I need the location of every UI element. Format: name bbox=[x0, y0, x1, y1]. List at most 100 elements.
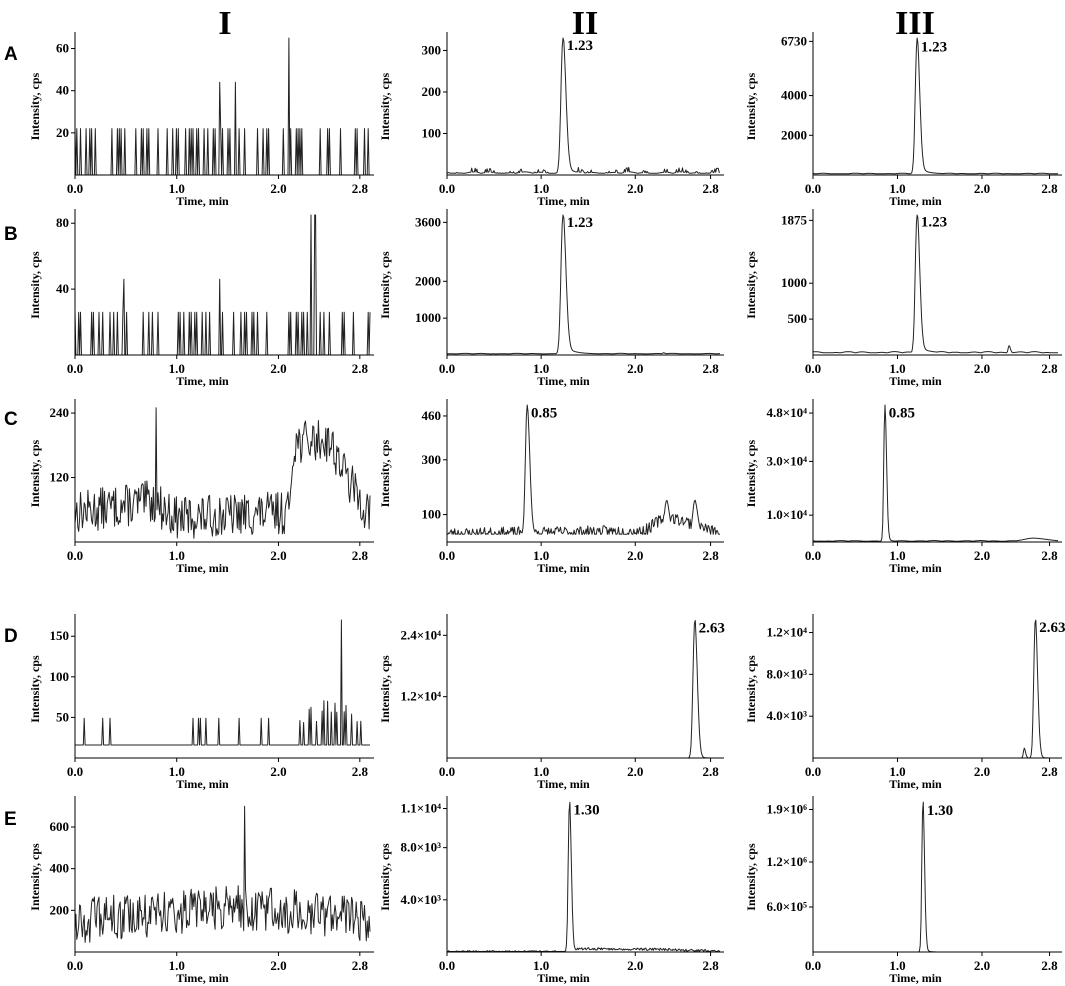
x-axis-label: Time, min bbox=[176, 194, 229, 208]
y-tick-label: 40 bbox=[56, 83, 69, 98]
x-tick-label: 2.0 bbox=[974, 764, 990, 779]
x-tick-label: 0.0 bbox=[67, 958, 83, 973]
x-tick-label: 2.8 bbox=[352, 958, 369, 973]
y-tick-label: 400 bbox=[50, 861, 70, 876]
y-tick-label: 1.2×10⁶ bbox=[766, 854, 807, 869]
x-tick-label: 0.0 bbox=[805, 958, 821, 973]
x-tick-label: 0.0 bbox=[805, 361, 821, 376]
chart-A-III: 0.0 1.0 2.0 2.8 2000 4000 6730 Time, min Intensi… bbox=[744, 32, 1062, 208]
y-tick-label: 1.1×10⁴ bbox=[400, 801, 441, 816]
y-tick-label: 100 bbox=[50, 669, 70, 684]
chart-A-II: 0.0 1.0 2.0 2.8 100 200 300 Time, min Intensity,… bbox=[378, 32, 724, 208]
y-axis-label: Intensity, cps bbox=[744, 655, 758, 723]
x-tick-label: 0.0 bbox=[805, 181, 821, 196]
chart-D-I: 0.0 1.0 2.0 2.8 50 100 150 Time, min Intensity, … bbox=[28, 614, 374, 791]
x-tick-label: 1.0 bbox=[533, 764, 549, 779]
chart-E-II: 0.0 1.0 2.0 2.8 4.0×10³ 8.0×10³ 1.1×10⁴ Time, m… bbox=[378, 796, 724, 985]
x-axis-label: Time, min bbox=[176, 561, 229, 575]
x-tick-label: 1.0 bbox=[889, 548, 905, 563]
column-header-I: I bbox=[218, 5, 231, 42]
x-axis-label: Time, min bbox=[889, 777, 942, 791]
peak-label: 1.30 bbox=[927, 803, 953, 819]
x-tick-label: 2.8 bbox=[352, 181, 369, 196]
y-tick-label: 240 bbox=[50, 405, 70, 420]
y-axis-label: Intensity, cps bbox=[28, 440, 42, 508]
y-tick-label: 80 bbox=[56, 215, 69, 230]
trace-D-II bbox=[447, 620, 720, 759]
y-tick-label: 1000 bbox=[415, 310, 441, 325]
y-tick-label: 100 bbox=[422, 125, 442, 140]
y-tick-label: 1.9×10⁶ bbox=[766, 802, 807, 817]
x-tick-label: 2.0 bbox=[974, 548, 990, 563]
x-tick-label: 0.0 bbox=[67, 764, 83, 779]
y-tick-label: 4.0×10³ bbox=[766, 708, 807, 723]
peak-label: 2.63 bbox=[1039, 620, 1065, 636]
peak-label: 0.85 bbox=[531, 406, 557, 422]
x-tick-label: 1.0 bbox=[169, 181, 185, 196]
y-tick-label: 2000 bbox=[415, 273, 441, 288]
chart-D-II: 0.0 1.0 2.0 2.8 1.2×10⁴ 2.4×10⁴ Time, min Inten… bbox=[378, 614, 725, 791]
peak-label: 1.23 bbox=[567, 38, 593, 54]
x-axis-label: Time, min bbox=[537, 561, 590, 575]
y-tick-label: 50 bbox=[56, 709, 69, 724]
x-tick-label: 1.0 bbox=[533, 181, 549, 196]
x-tick-label: 2.0 bbox=[627, 764, 643, 779]
trace-A-II bbox=[446, 37, 721, 174]
x-axis-label: Time, min bbox=[537, 194, 590, 208]
y-tick-label: 4000 bbox=[781, 88, 807, 103]
y-tick-label: 6.0×10⁵ bbox=[766, 899, 807, 914]
chart-E-I: 0.0 1.0 2.0 2.8 200 400 600 Time, min Intensity,… bbox=[28, 796, 374, 985]
y-axis-label: Intensity, cps bbox=[28, 655, 42, 723]
y-tick-label: 3.0×10⁴ bbox=[766, 453, 807, 468]
y-tick-label: 1000 bbox=[781, 275, 807, 290]
y-axis-label: Intensity, cps bbox=[28, 843, 42, 911]
chart-A-I: 0.0 1.0 2.0 2.8 20 40 60 Time, min Intensity, cp… bbox=[28, 32, 374, 208]
y-axis-label: Intensity, cps bbox=[378, 843, 392, 911]
chart-B-III: 0.0 1.0 2.0 2.8 500 1000 1875 Time, min Intensit… bbox=[744, 209, 1062, 388]
x-tick-label: 1.0 bbox=[169, 958, 185, 973]
trace-B-II bbox=[447, 214, 720, 355]
y-tick-label: 1.0×10⁴ bbox=[766, 507, 807, 522]
x-axis-label: Time, min bbox=[176, 971, 229, 985]
chart-C-II: 0.0 1.0 2.0 2.8 100 300 460 Time, min Intensity,… bbox=[378, 399, 724, 575]
y-axis-label: Intensity, cps bbox=[378, 655, 392, 723]
x-tick-label: 0.0 bbox=[67, 181, 83, 196]
x-tick-label: 2.8 bbox=[1041, 181, 1058, 196]
peak-label: 1.23 bbox=[921, 214, 947, 230]
x-tick-label: 2.8 bbox=[1041, 764, 1058, 779]
x-tick-label: 2.0 bbox=[627, 548, 643, 563]
x-tick-label: 0.0 bbox=[439, 181, 455, 196]
y-tick-label: 40 bbox=[56, 281, 69, 296]
x-tick-label: 1.0 bbox=[533, 361, 549, 376]
x-tick-label: 2.8 bbox=[352, 361, 369, 376]
x-tick-label: 2.8 bbox=[702, 181, 719, 196]
peak-label: 0.85 bbox=[889, 406, 915, 422]
peak-label: 1.23 bbox=[921, 39, 947, 55]
chart-C-I: 0.0 1.0 2.0 2.8 120 240 Time, min Intensity, cp… bbox=[28, 399, 374, 575]
x-tick-label: 1.0 bbox=[889, 361, 905, 376]
y-tick-label: 100 bbox=[422, 507, 442, 522]
y-tick-label: 3600 bbox=[415, 214, 441, 229]
y-tick-label: 8.0×10³ bbox=[400, 840, 441, 855]
y-axis-label: Intensity, cps bbox=[378, 440, 392, 508]
y-axis-label: Intensity, cps bbox=[744, 251, 758, 319]
y-tick-label: 8.0×10³ bbox=[766, 666, 807, 681]
y-tick-label: 2000 bbox=[781, 127, 807, 142]
trace-C-II bbox=[447, 404, 720, 535]
y-tick-label: 200 bbox=[50, 902, 70, 917]
x-axis-label: Time, min bbox=[176, 374, 229, 388]
y-tick-label: 6730 bbox=[781, 33, 807, 48]
x-axis-label: Time, min bbox=[176, 777, 229, 791]
row-label-B: B bbox=[4, 224, 18, 245]
x-tick-label: 1.0 bbox=[889, 958, 905, 973]
chart-D-III: 0.0 1.0 2.0 2.8 4.0×10³ 8.0×10³ 1.2×10⁴ Time, m… bbox=[744, 614, 1065, 791]
chart-C-III: 0.0 1.0 2.0 2.8 1.0×10⁴ 3.0×10⁴ 4.8×10⁴ Time, m… bbox=[744, 399, 1062, 575]
x-tick-label: 0.0 bbox=[805, 764, 821, 779]
trace-B-III bbox=[812, 214, 1059, 354]
x-tick-label: 0.0 bbox=[439, 764, 455, 779]
y-tick-label: 2.4×10⁴ bbox=[400, 627, 441, 642]
y-tick-label: 60 bbox=[56, 41, 69, 56]
x-tick-label: 0.0 bbox=[439, 548, 455, 563]
x-tick-label: 0.0 bbox=[67, 361, 83, 376]
